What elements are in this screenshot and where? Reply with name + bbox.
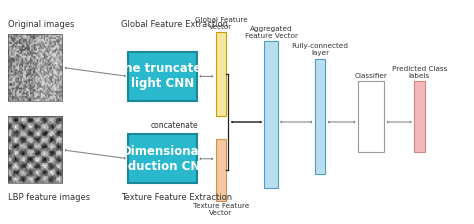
Bar: [8, 116, 62, 183]
Text: Original images: Original images: [8, 19, 74, 29]
Text: LBP feature images: LBP feature images: [8, 193, 90, 202]
Text: Fully-connected
layer: Fully-connected layer: [292, 43, 349, 56]
Text: Global Feature
Vector: Global Feature Vector: [194, 17, 247, 30]
Bar: [358, 81, 384, 152]
Bar: [414, 81, 425, 152]
Bar: [128, 52, 197, 101]
Text: Texture Feature
Vector: Texture Feature Vector: [193, 203, 249, 216]
Bar: [315, 58, 325, 174]
Bar: [264, 41, 278, 188]
Text: Predicted Class
labels: Predicted Class labels: [392, 66, 447, 79]
Text: The truncated
light CNN: The truncated light CNN: [116, 62, 210, 90]
Text: Classifier: Classifier: [355, 73, 387, 79]
Text: Aggregated
Feature Vector: Aggregated Feature Vector: [245, 26, 298, 39]
Bar: [128, 134, 197, 183]
Bar: [216, 32, 226, 116]
Bar: [8, 34, 62, 101]
Text: concatenate: concatenate: [151, 121, 198, 130]
Text: Dimensional
reduction CNN: Dimensional reduction CNN: [114, 145, 211, 173]
Text: Texture Feature Extraction: Texture Feature Extraction: [121, 193, 232, 202]
Bar: [216, 139, 226, 201]
Text: Global Feature Extraction: Global Feature Extraction: [121, 19, 228, 29]
